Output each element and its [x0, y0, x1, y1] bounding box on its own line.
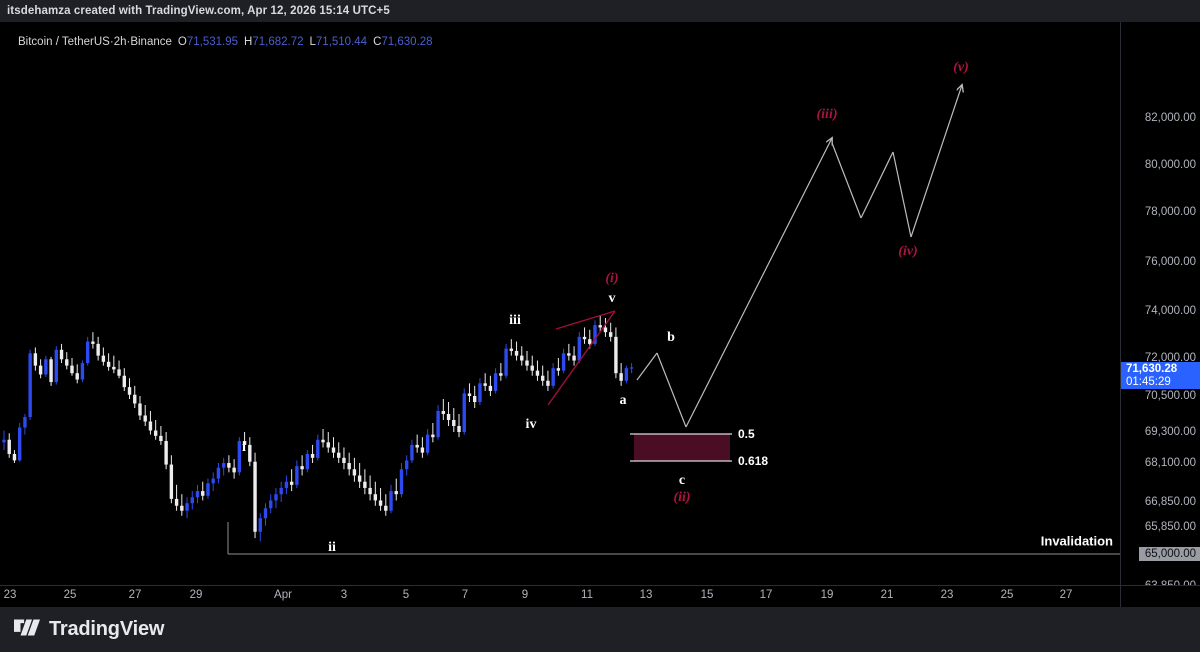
legend-high-value: 71,682.72: [252, 36, 304, 48]
legend-sep-2: ·: [126, 36, 131, 48]
legend-interval[interactable]: 2h: [113, 36, 127, 48]
projection-segment-a-to-b[interactable]: [636, 352, 658, 381]
time-tick: 5: [402, 589, 410, 601]
wave-label-i: i: [242, 440, 246, 455]
legend-low-value: 71,510.44: [315, 36, 368, 48]
wave-label-iii: iii: [509, 313, 521, 328]
time-axis-divider: [1120, 586, 1121, 608]
axis-divider: [1120, 22, 1121, 585]
legend-symbol[interactable]: Bitcoin / TetherUS: [18, 36, 110, 48]
wave-label-i-degree: (i): [605, 271, 619, 286]
tradingview-logo[interactable]: TradingView: [14, 618, 164, 641]
projection-segment-x-to-y[interactable]: [860, 151, 894, 219]
candlestick-series: [2, 315, 634, 542]
wave-label-iv: iv: [525, 417, 537, 432]
time-tick: 27: [1059, 589, 1073, 601]
wave-label-c: c: [678, 473, 686, 488]
time-tick: Apr: [274, 589, 292, 601]
bar-countdown: 01:45:29: [1126, 376, 1171, 388]
invalidation-label: Invalidation: [1040, 533, 1113, 549]
wave-label-b: b: [667, 330, 675, 345]
legend-open-value: 71,531.95: [186, 36, 239, 48]
legend-close-label: C: [373, 36, 382, 48]
legend-close-value: 71,630.28: [381, 36, 433, 48]
fib-retracement-box[interactable]: [630, 433, 732, 462]
price-tick: 80,000.00: [1144, 159, 1196, 171]
chart-svg: [2, 22, 1120, 555]
wave-label-iii-degree: (iii): [816, 107, 838, 122]
time-tick: 11: [581, 589, 593, 601]
projection-segment-y-to-iv[interactable]: [892, 151, 912, 238]
price-tick: 69,300.00: [1144, 426, 1196, 438]
time-tick: 13: [639, 589, 653, 601]
price-tick: 82,000.00: [1144, 112, 1196, 124]
wave-label-iv-degree: (iv): [898, 244, 918, 259]
price-tick: 78,000.00: [1144, 206, 1196, 218]
wave-label-a: a: [619, 393, 627, 408]
wave-label-v: v: [608, 291, 616, 306]
wave-label-ii-degree: (ii): [673, 490, 691, 505]
invalidation-price-tick: 65,000.00: [1138, 547, 1200, 561]
legend-exchange[interactable]: Binance: [130, 36, 172, 48]
price-tick: 74,000.00: [1144, 305, 1196, 317]
time-tick: 25: [63, 589, 77, 601]
chart-plot-area[interactable]: i ii iii iv v (i) a b c (ii) (iii) (iv) (v) 0.5 0.61…: [0, 22, 1120, 585]
time-tick: 19: [820, 589, 834, 601]
time-tick: 23: [3, 589, 17, 601]
projection-segment-iii-to-x[interactable]: [831, 142, 862, 219]
wave-label-v-degree: (v): [953, 60, 969, 75]
price-tick: 68,100.00: [1144, 457, 1196, 469]
price-tick: 66,850.00: [1144, 496, 1196, 508]
price-axis[interactable]: USDT 82,000.0080,000.0078,000.0076,000.0…: [1121, 22, 1200, 585]
wave-label-ii: ii: [328, 540, 336, 555]
projection-segment-iv-to-v[interactable]: [910, 85, 962, 238]
projection-segment-b-to-c[interactable]: [656, 352, 687, 428]
time-tick: 29: [189, 589, 203, 601]
projection-segment-c-to-iii[interactable]: [685, 138, 832, 428]
legend-high-label: H: [244, 36, 253, 48]
time-tick: 17: [759, 589, 773, 601]
current-price-value: 71,630.28: [1126, 363, 1178, 375]
time-axis[interactable]: 23 25 27 29 Apr 3 5 7 9 11 13 15 17 19 21 23 25 27: [0, 585, 1200, 608]
time-tick: 21: [880, 589, 894, 601]
watermark-bar: itsdehamza created with TradingView.com,…: [0, 0, 1200, 22]
time-tick: 25: [1000, 589, 1014, 601]
ending-diagonal-wedge[interactable]: [547, 310, 616, 406]
price-tick: 72,000.00: [1144, 352, 1196, 364]
current-price-badge: 71,630.28 01:45:29: [1121, 362, 1200, 389]
price-tick: 65,850.00: [1144, 521, 1196, 533]
bottom-bar: TradingView: [0, 607, 1200, 652]
legend-low-label: L: [309, 36, 316, 48]
legend-open-label: O: [177, 36, 187, 48]
time-tick: 3: [340, 589, 348, 601]
invalidation-line[interactable]: [227, 522, 1120, 555]
fib-level-0-5-label: 0.5: [738, 427, 755, 441]
fib-level-0-618-label: 0.618: [738, 454, 769, 468]
time-tick: 7: [461, 589, 469, 601]
time-tick: 27: [128, 589, 142, 601]
time-tick: 15: [700, 589, 714, 601]
time-tick: 9: [521, 589, 529, 601]
price-tick: 70,500.00: [1144, 390, 1196, 402]
price-tick: 63,850.00: [1145, 580, 1196, 585]
time-tick: 23: [940, 589, 954, 601]
legend-sep-1: ·: [109, 36, 114, 48]
watermark-text: itsdehamza created with TradingView.com,…: [7, 5, 390, 17]
tradingview-wordmark: TradingView: [49, 618, 165, 640]
chart-legend[interactable]: Bitcoin / TetherUS · 2h · Binance O 71,53…: [10, 31, 441, 53]
price-tick: 76,000.00: [1144, 256, 1196, 268]
chart-container[interactable]: i ii iii iv v (i) a b c (ii) (iii) (iv) (v) 0.5 0.61…: [0, 22, 1200, 585]
tradingview-glyph-icon: [14, 619, 40, 641]
